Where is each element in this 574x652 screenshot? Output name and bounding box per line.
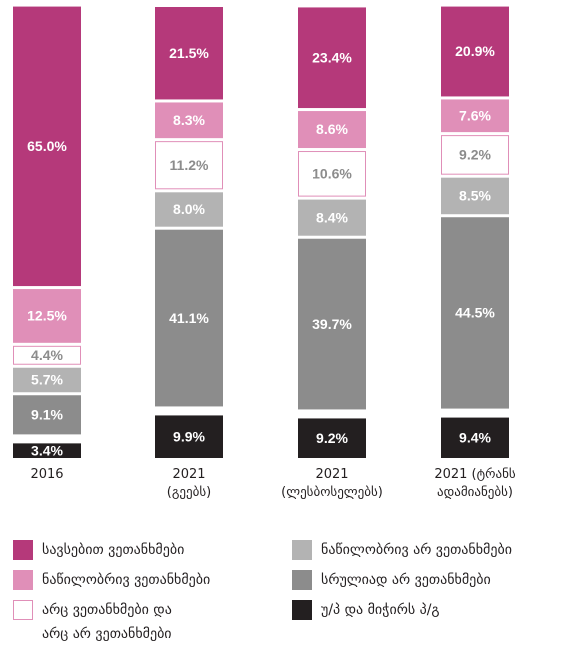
data-label: 7.6% xyxy=(459,107,491,123)
data-label: 8.5% xyxy=(459,188,491,204)
legend-swatch xyxy=(292,600,312,620)
data-label: 8.4% xyxy=(316,209,348,225)
bar-segment xyxy=(155,192,223,227)
data-label: 10.6% xyxy=(312,166,352,182)
legend-label: ნაწილობრივ ვეთანხმები xyxy=(42,572,211,588)
legend-swatch xyxy=(13,600,33,620)
data-label: 20.9% xyxy=(455,43,495,59)
bar-segment xyxy=(298,151,366,197)
bar-segment xyxy=(13,367,81,393)
legend-label: ნაწილობრივ არ ვეთანხმები xyxy=(321,542,512,558)
bar-segment xyxy=(155,229,223,407)
bar-segment xyxy=(13,345,81,365)
legend-swatch xyxy=(13,570,33,590)
data-label: 9.4% xyxy=(459,429,491,445)
data-label: 3.4% xyxy=(31,442,63,458)
data-label: 41.1% xyxy=(169,310,209,326)
data-label: 9.9% xyxy=(173,428,205,444)
data-label: 23.4% xyxy=(312,49,352,65)
bar-segment xyxy=(13,289,81,343)
data-label: 8.3% xyxy=(173,112,205,128)
data-label: 39.7% xyxy=(312,316,352,332)
data-label: 9.2% xyxy=(459,147,491,163)
chart: 3.4% 9.1% 5.7% 4.4% 12.5% 65.0% 9.9% 41.1% 8.0% 1… xyxy=(13,6,509,458)
legend-item: სრულიად არ ვეთანხმები xyxy=(292,570,572,592)
legend-swatch xyxy=(292,540,312,560)
data-label: 4.4% xyxy=(31,347,63,363)
bar-segment xyxy=(13,395,81,435)
bar-segment xyxy=(441,177,509,215)
legend-item: სავსებით ვეთანხმები xyxy=(13,540,283,562)
x-tick-label: 2021 (ლესბოსელებს) xyxy=(281,467,383,500)
x-tick-label: 2016 xyxy=(30,467,64,482)
data-label: 8.6% xyxy=(316,121,348,137)
bar-segment xyxy=(155,102,223,139)
bar-segment xyxy=(298,199,366,236)
bar-segment xyxy=(298,418,366,458)
legend-label: სრულიად არ ვეთანხმები xyxy=(321,572,491,588)
data-label: 11.2% xyxy=(170,157,209,173)
legend-label: უ/პ და მიჭირს პ/გ xyxy=(321,602,440,618)
legend-swatch xyxy=(13,540,33,560)
bar-segment xyxy=(298,238,366,410)
legend-swatch xyxy=(292,570,312,590)
bar-segment xyxy=(441,217,509,409)
bar-segment xyxy=(441,417,509,458)
legend-item: უ/პ და მიჭირს პ/გ xyxy=(292,600,572,622)
data-label: 12.5% xyxy=(27,308,67,324)
bar-segment xyxy=(441,135,509,175)
bar-segment xyxy=(155,7,223,100)
bar-segment xyxy=(298,111,366,149)
bar-segment xyxy=(441,6,509,97)
data-label: 8.0% xyxy=(173,201,205,217)
data-label: 44.5% xyxy=(455,305,495,321)
legend-item: არც ვეთანხმები და არც არ ვეთანხმები xyxy=(13,600,283,646)
bar-segment xyxy=(441,99,509,133)
legend-label: სავსებით ვეთანხმები xyxy=(42,542,185,558)
data-label: 5.7% xyxy=(31,372,63,388)
bar-segment xyxy=(298,7,366,109)
data-label: 65.0% xyxy=(27,138,67,154)
data-label: 9.1% xyxy=(31,407,63,423)
bar-segment xyxy=(155,415,223,458)
bar-segment xyxy=(155,141,223,190)
bar-segment xyxy=(13,6,81,287)
legend-item: ნაწილობრივ არ ვეთანხმები xyxy=(292,540,572,562)
x-tick-label: 2021 (ტრანს ადამიანებს) xyxy=(434,467,516,500)
x-tick-label: 2021 (გეებს) xyxy=(166,467,212,500)
legend-label: არც ვეთანხმები და არც არ ვეთანხმები xyxy=(42,602,172,642)
bar-segment xyxy=(13,443,81,458)
data-label: 21.5% xyxy=(169,45,209,61)
data-label: 9.2% xyxy=(316,430,348,446)
legend-item: ნაწილობრივ ვეთანხმები xyxy=(13,570,283,592)
